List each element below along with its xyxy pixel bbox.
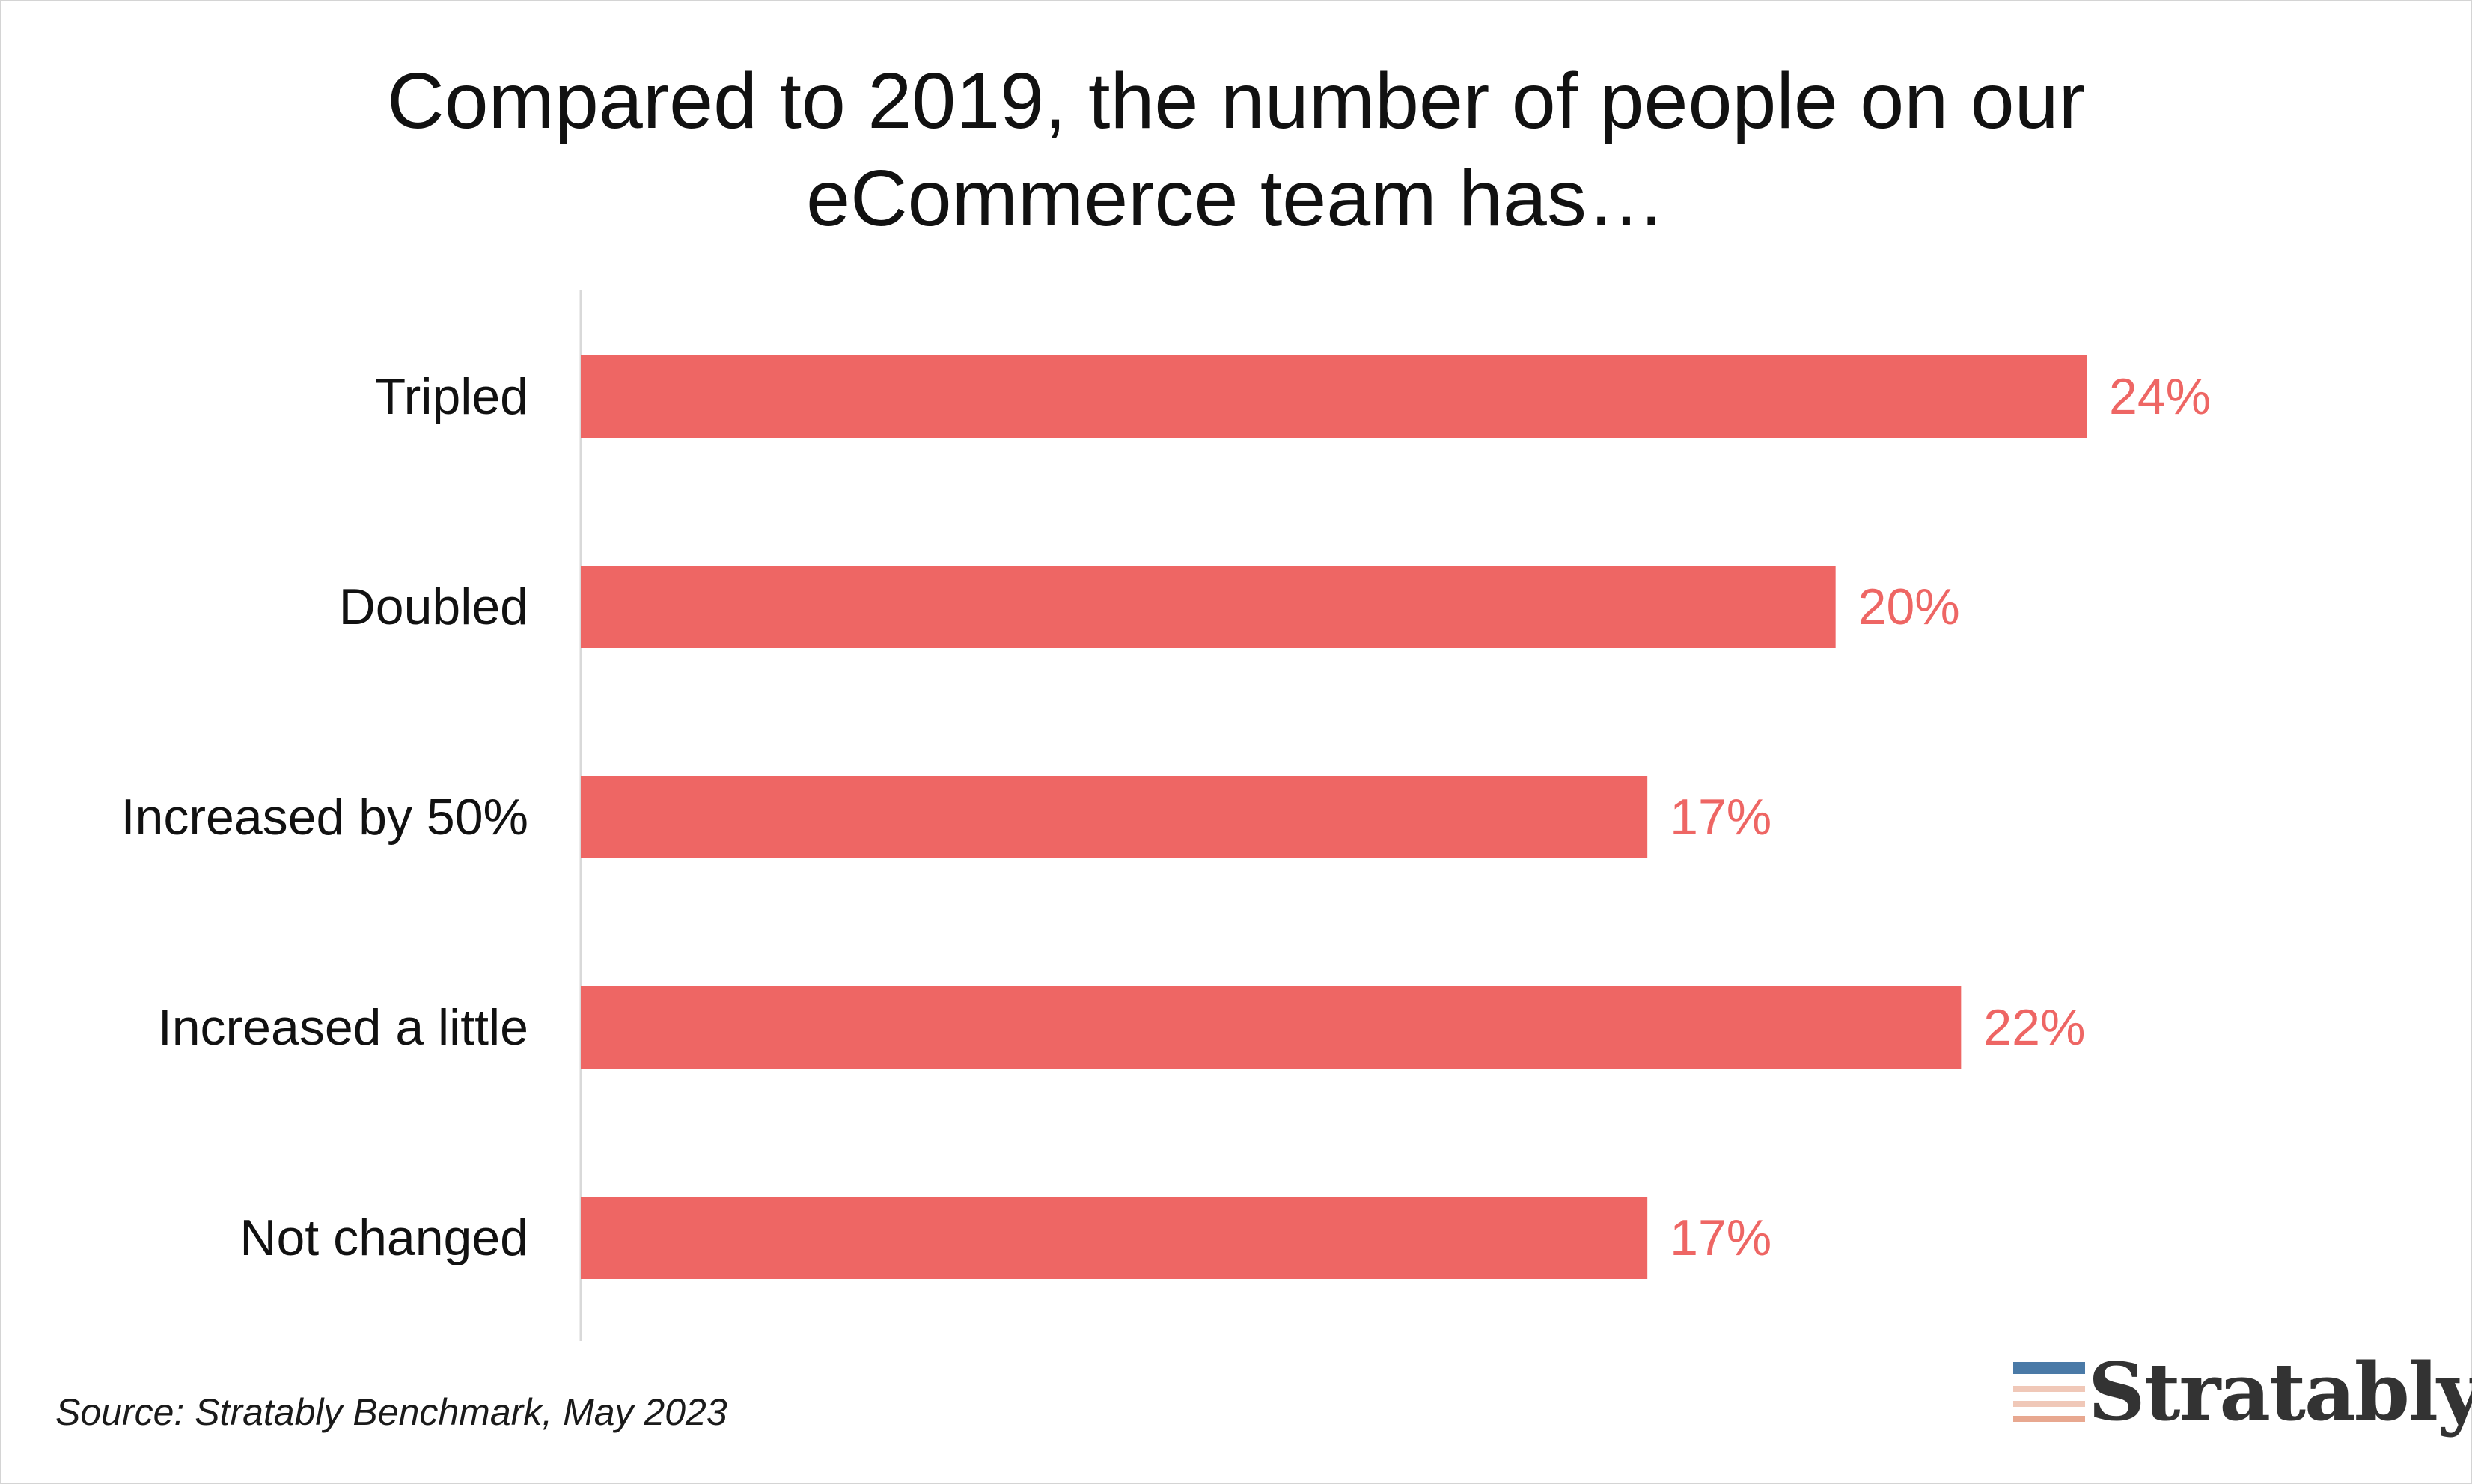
chart-title-line-1: Compared to 2019, the number of people o… [387, 57, 2085, 145]
logo-stripe-middle [2013, 1386, 2085, 1392]
data-label-increased-a-little: 22% [1983, 999, 2085, 1056]
chart-title-line-2: eCommerce team has… [806, 154, 1666, 242]
category-label-increased-a-little: Increased a little [158, 999, 528, 1056]
data-label-tripled: 24% [2109, 368, 2211, 425]
data-label-doubled: 20% [1858, 578, 1960, 635]
data-label-not-changed: 17% [1670, 1209, 1771, 1266]
bar-doubled [581, 566, 1836, 648]
logo-stripes-icon [2013, 1362, 2085, 1425]
category-label-tripled: Tripled [375, 368, 528, 425]
bar-increased-a-little [581, 986, 1962, 1069]
logo-text: Stratably [2088, 1345, 2472, 1438]
category-label-not-changed: Not changed [239, 1209, 528, 1266]
data-label-increased-by-50: 17% [1670, 789, 1771, 846]
category-label-doubled: Doubled [339, 578, 528, 635]
bar-not-changed [581, 1197, 1648, 1279]
source-note: Source: Stratably Benchmark, May 2023 [55, 1391, 727, 1433]
bar-tripled [581, 355, 2087, 438]
bar-increased-by-50 [581, 776, 1648, 858]
stratably-logo: Stratably [2013, 1347, 2472, 1437]
category-label-increased-by-50: Increased by 50% [121, 789, 528, 846]
logo-stripe-bottom [2013, 1416, 2085, 1422]
chart-title: Compared to 2019, the number of people o… [0, 52, 2472, 247]
logo-stripe-top [2013, 1362, 2085, 1374]
logo-stripe-lower [2013, 1401, 2085, 1407]
bars-layer: Tripled 24% Doubled 20% Increased by 50% 17% I… [121, 355, 2211, 1279]
